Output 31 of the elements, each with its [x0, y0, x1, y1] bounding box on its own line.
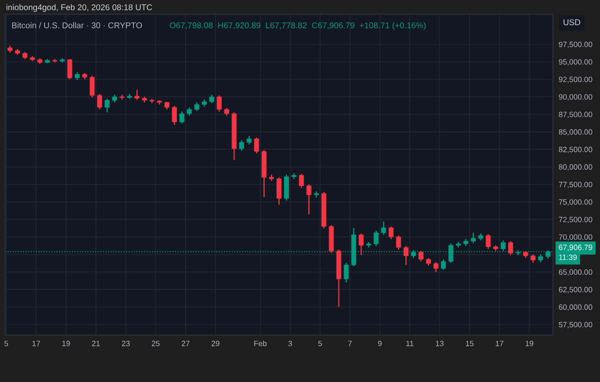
candlestick — [172, 105, 177, 126]
candlestick — [90, 75, 95, 98]
text: USD — [564, 19, 580, 26]
text: iniobong4god, Feb 20, 2026 08:18 UTC — [6, 4, 152, 12]
candlestick — [97, 93, 102, 110]
candlestick — [254, 136, 260, 154]
candlestick — [508, 240, 514, 256]
candlestick — [358, 232, 364, 256]
candlestick — [404, 245, 408, 266]
candlestick — [134, 89, 140, 100]
candlestick — [374, 230, 379, 247]
candlestick — [388, 226, 394, 240]
candlestick — [104, 98, 110, 113]
candlestick — [396, 234, 402, 250]
candlestick — [284, 174, 289, 202]
candlestick — [179, 110, 184, 124]
candlestick — [470, 232, 476, 244]
candlestick — [440, 258, 446, 270]
candlestick — [298, 173, 304, 188]
text: Bitcoin / U.S. Dollar · 30 · CRYPTO — [12, 22, 142, 28]
candlestick — [381, 220, 386, 236]
candlestick — [418, 250, 424, 262]
text: O67,798.08 H67,920.89 L67,778.82 C67,906.79 +108.71 (+0.16%) — [170, 22, 426, 30]
candlestick — [433, 262, 438, 273]
candlestick — [67, 58, 72, 80]
candlestick — [486, 234, 491, 250]
candlestick — [276, 176, 282, 206]
candlestick — [239, 140, 244, 152]
candlestick — [344, 262, 349, 284]
candlestick — [306, 184, 312, 216]
candlestick — [216, 94, 222, 112]
